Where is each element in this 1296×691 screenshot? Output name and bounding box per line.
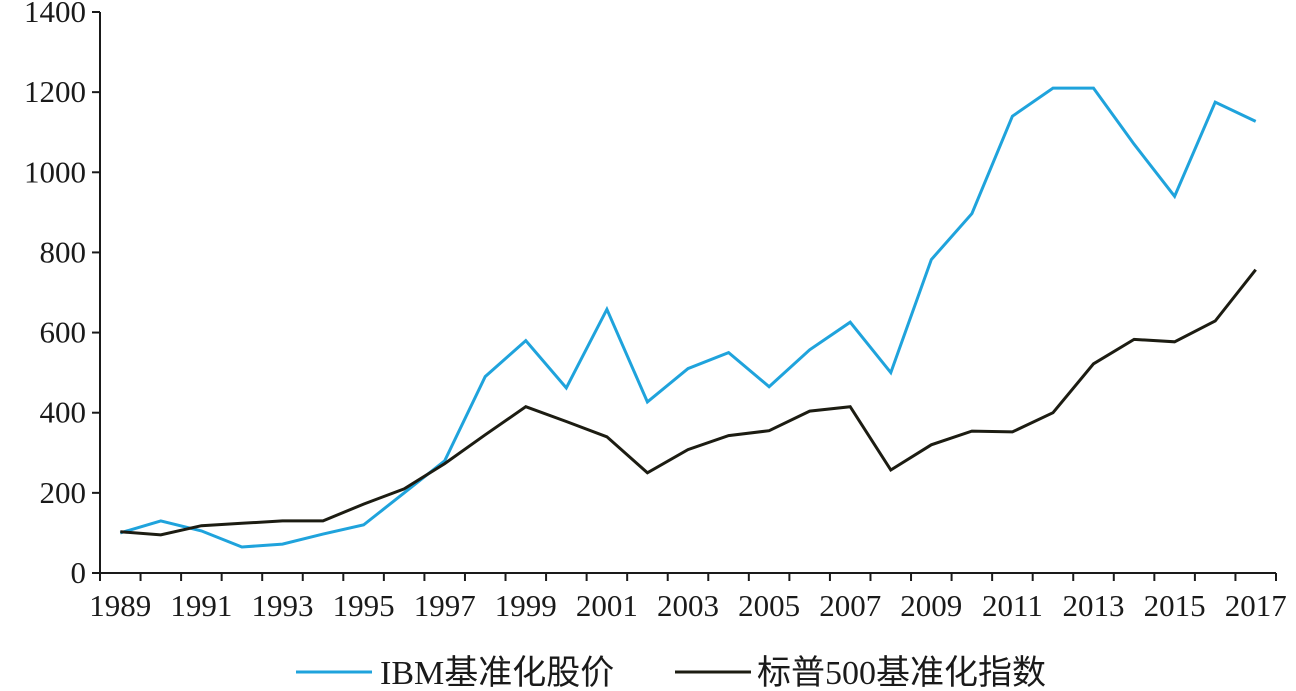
x-tick-label: 1995 bbox=[333, 588, 395, 623]
y-tick-label: 200 bbox=[40, 475, 87, 510]
x-tick-label: 2013 bbox=[1063, 588, 1125, 623]
x-tick-label: 2005 bbox=[738, 588, 800, 623]
series-line-sp500 bbox=[120, 268, 1257, 537]
y-tick-label: 1400 bbox=[24, 0, 86, 29]
x-tick-label: 2015 bbox=[1144, 588, 1206, 623]
x-tick-label: 1991 bbox=[170, 588, 232, 623]
x-tick-label: 2003 bbox=[657, 588, 719, 623]
legend-label-sp500: 标普500基准化指数 bbox=[757, 654, 1046, 691]
x-tick-label: 2001 bbox=[576, 588, 638, 623]
y-tick-label: 800 bbox=[40, 234, 87, 269]
y-tick-label: 400 bbox=[40, 395, 87, 430]
y-axis: 0 200 400 600 800 1000 1200 1400 bbox=[24, 0, 101, 590]
y-tick-label: 600 bbox=[40, 315, 87, 350]
y-tick-label: 1200 bbox=[24, 74, 86, 109]
legend: IBM基准化股价 标普500基准化指数 bbox=[296, 654, 1046, 691]
series-layer bbox=[119, 86, 1257, 549]
x-tick-label: 2009 bbox=[900, 588, 962, 623]
x-tick-label: 1989 bbox=[89, 588, 151, 623]
x-tick-label: 2017 bbox=[1225, 588, 1287, 623]
x-tick-label: 2011 bbox=[982, 588, 1043, 623]
y-tick-label: 0 bbox=[71, 555, 87, 590]
x-tick-label: 1999 bbox=[495, 588, 557, 623]
legend-label-ibm: IBM基准化股价 bbox=[380, 654, 614, 691]
x-tick-label: 1997 bbox=[414, 588, 476, 623]
series-line-ibm bbox=[119, 86, 1257, 549]
y-tick-label: 1000 bbox=[24, 154, 86, 189]
x-tick-label: 2007 bbox=[819, 588, 881, 623]
x-tick-label: 1993 bbox=[251, 588, 313, 623]
x-axis: 1989 1991 1993 1995 1997 1999 2001 2003 2005 2007… bbox=[89, 572, 1287, 623]
